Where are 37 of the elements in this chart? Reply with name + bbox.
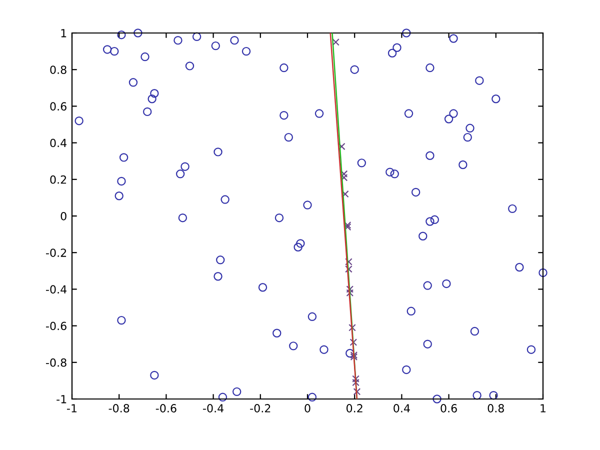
x-tick-label: 0 [304, 404, 310, 412]
y-tick-label: 0 [60, 212, 66, 220]
y-tick-label: -0.8 [46, 358, 66, 367]
x-tick-label: -0.8 [108, 404, 130, 412]
point [345, 265, 352, 273]
x-tick-label: 0.2 [346, 404, 362, 412]
y-tick-label: -0.6 [46, 322, 66, 330]
y-tick-label: 1 [61, 29, 66, 38]
y-tick-label: 0.6 [50, 102, 66, 111]
point [352, 375, 360, 383]
y-tick-label: 0.8 [50, 66, 66, 74]
x-tick-label: -0.6 [156, 404, 176, 412]
y-tick-label: -0.2 [46, 248, 66, 257]
x-tick-label: -0.4 [203, 404, 224, 412]
point [353, 388, 361, 396]
y-tick-label: -1 [56, 395, 66, 404]
x-tick-label: 0.4 [394, 404, 410, 412]
point [352, 378, 360, 386]
point [350, 353, 358, 361]
y-tick-label: 0.4 [50, 138, 67, 148]
point [332, 38, 340, 46]
x-tick-label: -0.2 [250, 404, 270, 412]
point [340, 174, 348, 182]
y-tick-label: -0.4 [46, 285, 67, 294]
point [345, 258, 352, 266]
point [350, 351, 358, 359]
x-tick-label: -1 [67, 404, 77, 412]
point [342, 190, 349, 198]
point [346, 286, 354, 293]
point [340, 170, 348, 178]
x-tick-label: 1 [540, 404, 546, 412]
y-tick-label: 0.2 [50, 175, 66, 184]
x-tick-label: 0.8 [488, 404, 504, 412]
point [348, 324, 356, 332]
point [346, 289, 354, 297]
point [350, 338, 358, 346]
x-tick-label: 0.6 [440, 404, 457, 412]
